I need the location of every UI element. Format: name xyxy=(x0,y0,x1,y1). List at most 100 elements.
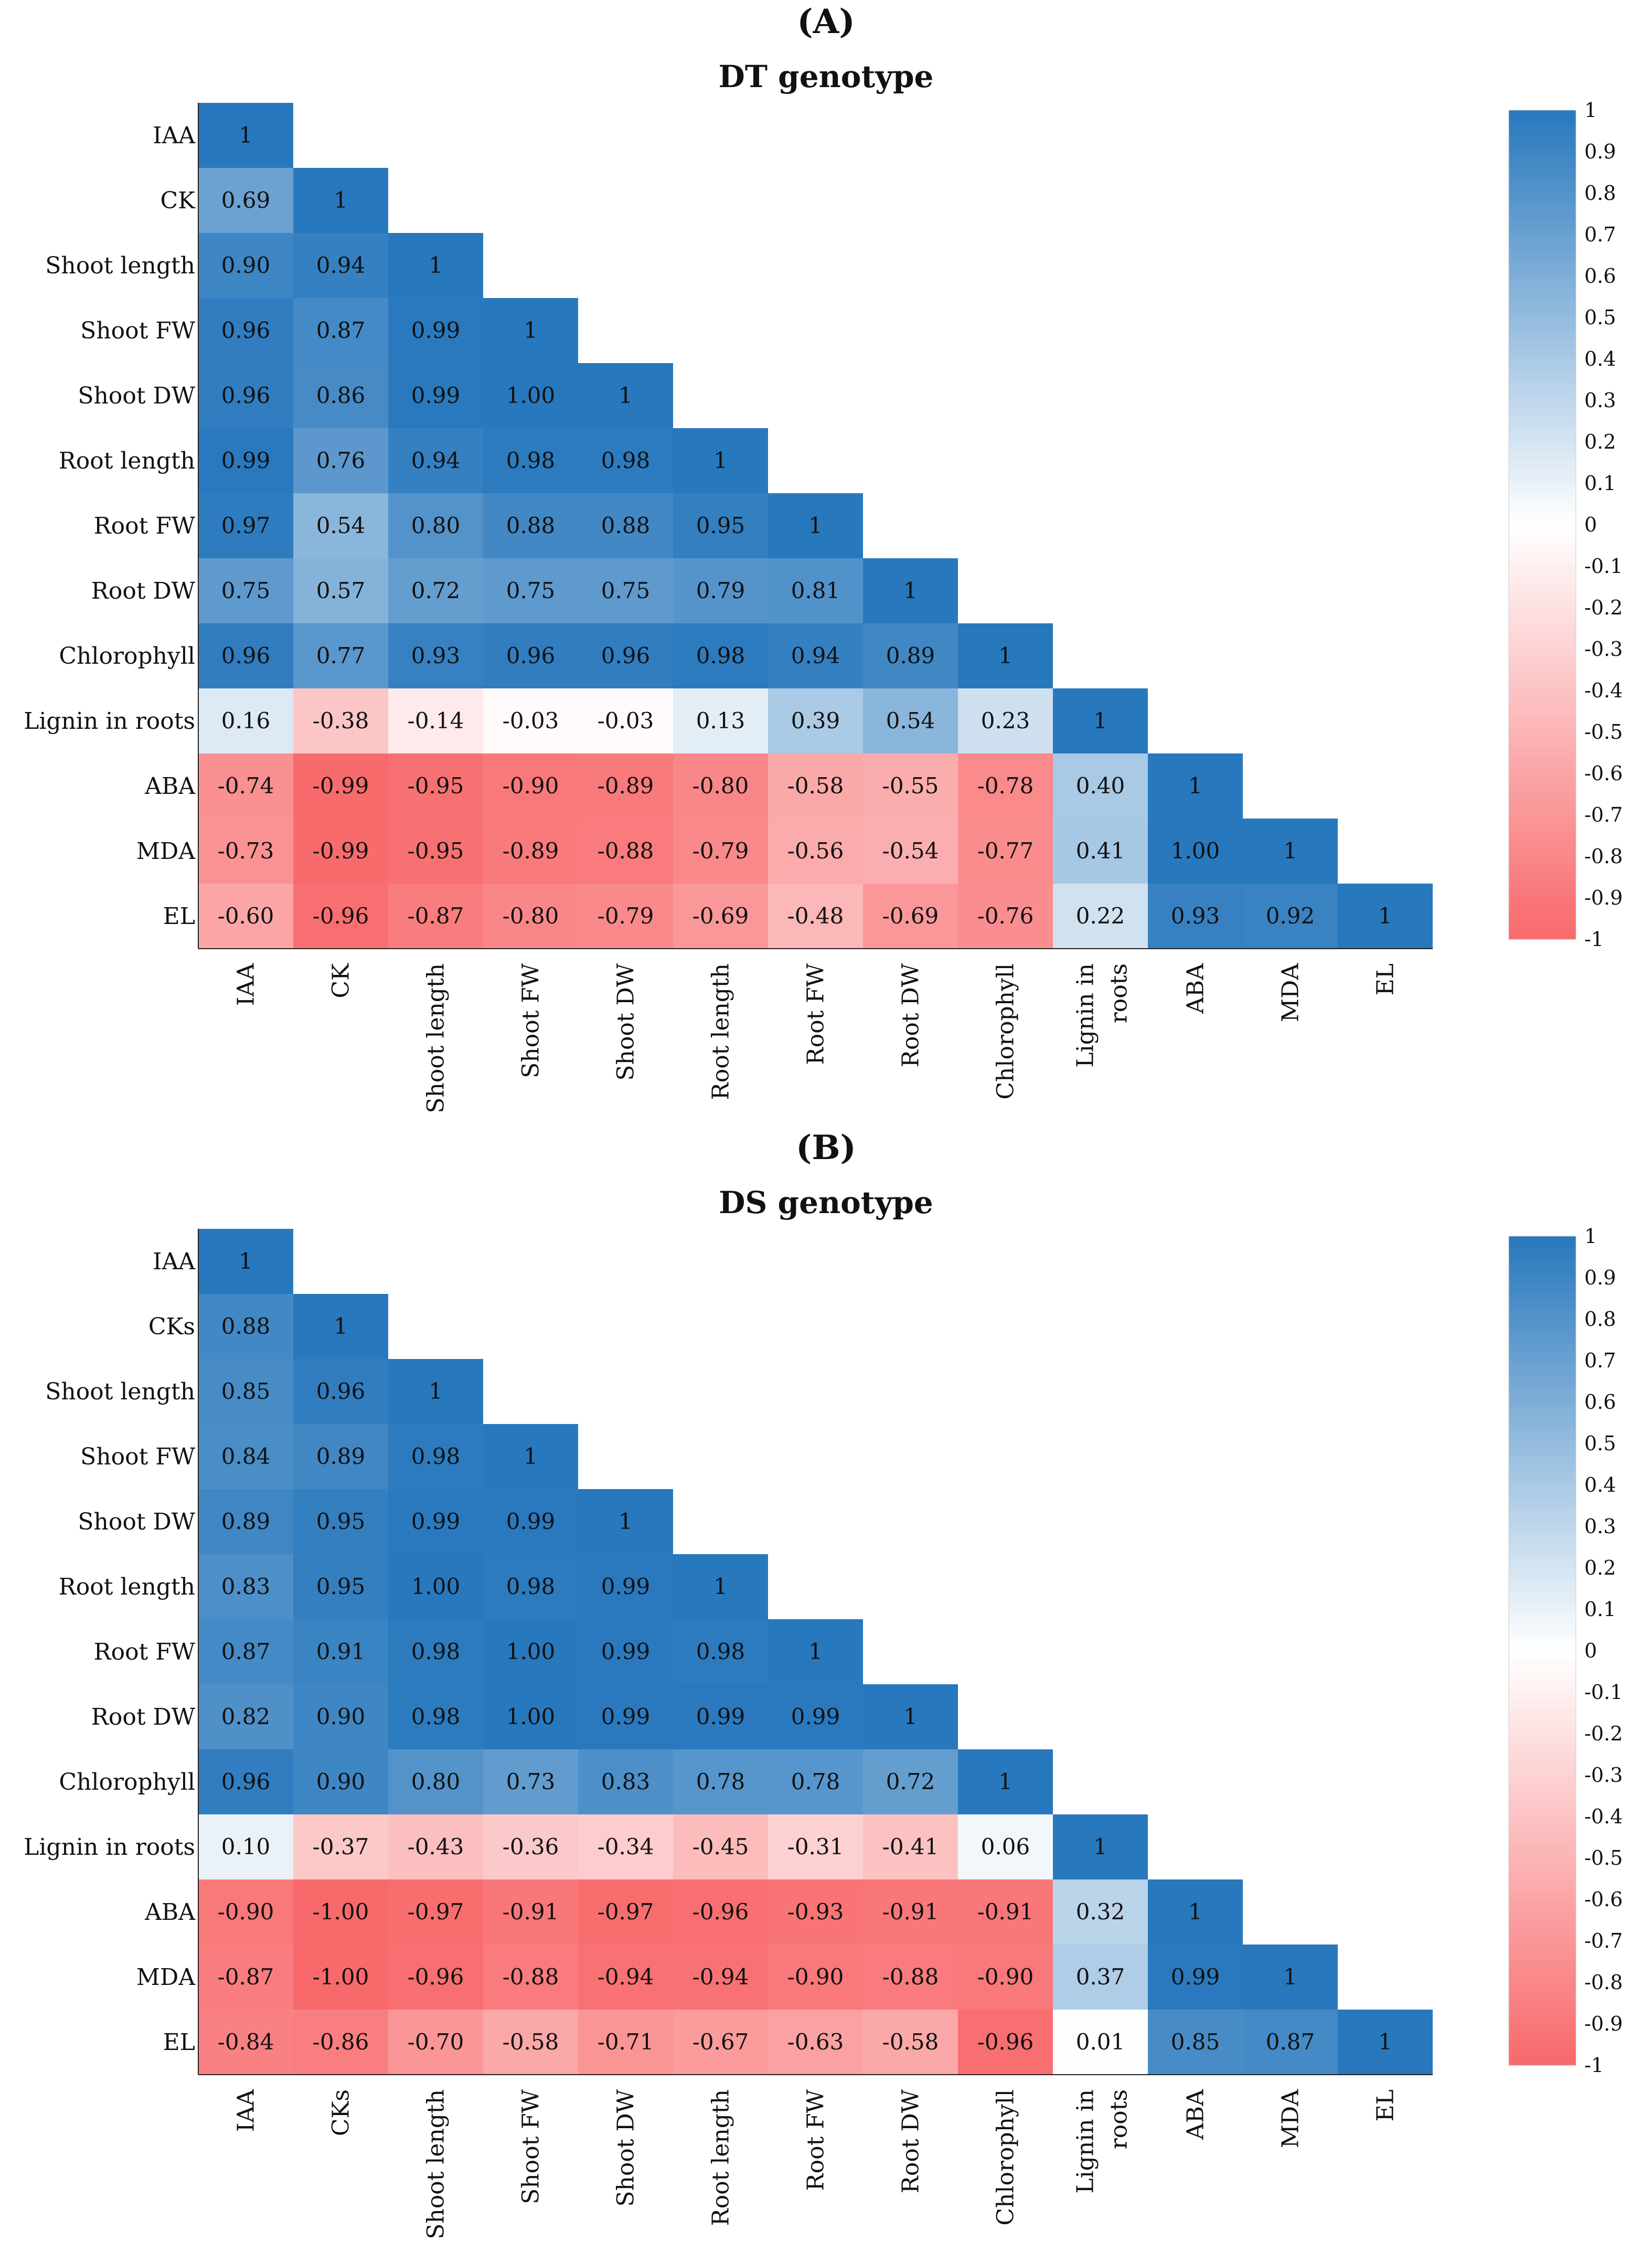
colorbar-tick-label: -0.7 xyxy=(1584,803,1623,826)
cell-value-label: 0.72 xyxy=(886,1769,935,1794)
colorbar-segment xyxy=(1509,1874,1576,1879)
heatmap-cell xyxy=(388,363,483,428)
row-label: Shoot FW xyxy=(80,317,196,344)
cell-value-label: -0.77 xyxy=(977,838,1034,864)
cell-value-label: -0.67 xyxy=(692,2029,749,2055)
colorbar-segment xyxy=(1509,1862,1576,1867)
colorbar-segment xyxy=(1509,1476,1576,1481)
svg-text:Shoot DW: Shoot DW xyxy=(613,963,640,1080)
column-label: CK xyxy=(328,963,355,998)
heatmap-cell xyxy=(483,819,578,884)
heatmap-cell xyxy=(768,558,863,623)
heatmap-cell xyxy=(198,1294,293,1359)
colorbar-segment xyxy=(1509,574,1576,579)
cell-value-label: 0.23 xyxy=(981,708,1030,734)
cell-value-label: 1 xyxy=(1378,2029,1392,2055)
colorbar-segment xyxy=(1509,1978,1576,1983)
heatmap-cell xyxy=(768,1814,863,1879)
cell-value-label: 1.00 xyxy=(506,1639,556,1664)
colorbar-segment xyxy=(1509,1265,1576,1270)
cell-value-label: -0.54 xyxy=(882,838,939,864)
cell-value-label: -1.00 xyxy=(313,1964,369,1990)
colorbar-segment xyxy=(1509,2036,1576,2041)
heatmap-cell xyxy=(388,1619,483,1684)
colorbar-segment xyxy=(1509,1331,1576,1336)
colorbar-segment xyxy=(1509,1680,1576,1684)
colorbar-segment xyxy=(1509,1688,1576,1693)
colorbar-segment xyxy=(1509,1887,1576,1892)
colorbar-tick-label: 0.9 xyxy=(1584,1266,1616,1289)
cell-value-label: -0.34 xyxy=(598,1834,654,1860)
row-label: Chlorophyll xyxy=(59,643,195,670)
cell-value-label: 1 xyxy=(998,643,1012,668)
colorbar-tick-label: -0.8 xyxy=(1584,845,1623,868)
heatmap-cell xyxy=(863,1749,958,1814)
colorbar-segment xyxy=(1509,554,1576,558)
row-label: Shoot DW xyxy=(78,1509,195,1535)
heatmap-cell xyxy=(293,819,388,884)
colorbar-segment xyxy=(1509,2015,1576,2020)
colorbar-tick-label: 0.2 xyxy=(1584,1556,1616,1579)
heatmap-cell xyxy=(198,493,293,558)
cell-value-label: 0.96 xyxy=(221,1769,271,1794)
colorbar-segment xyxy=(1509,458,1576,463)
heatmap-cell xyxy=(483,1554,578,1619)
colorbar-segment xyxy=(1509,873,1576,878)
heatmap-cell xyxy=(958,688,1053,753)
colorbar-segment xyxy=(1509,445,1576,451)
row-label: Root FW xyxy=(93,1639,195,1665)
heatmap-cell xyxy=(768,623,863,688)
cell-value-label: -0.41 xyxy=(882,1834,939,1860)
colorbar-tick-label: 1 xyxy=(1584,99,1597,122)
cell-value-label: 0.88 xyxy=(506,513,556,538)
colorbar-segment xyxy=(1509,1725,1576,1730)
heatmap-cell xyxy=(958,1879,1053,1945)
colorbar-segment xyxy=(1509,1866,1576,1871)
colorbar-segment xyxy=(1509,1522,1576,1527)
colorbar-segment xyxy=(1509,325,1576,331)
colorbar-segment xyxy=(1509,1630,1576,1635)
heatmap-cell xyxy=(388,819,483,884)
colorbar-segment xyxy=(1509,1700,1576,1705)
svg-text:Shoot FW: Shoot FW xyxy=(518,2089,545,2204)
colorbar-segment xyxy=(1509,1580,1576,1585)
colorbar-segment xyxy=(1509,346,1576,351)
colorbar-segment xyxy=(1509,914,1576,919)
cell-value-label: 0.99 xyxy=(221,448,271,473)
heatmap-cell xyxy=(958,819,1053,884)
colorbar-segment xyxy=(1509,433,1576,438)
column-label: EL xyxy=(1372,963,1399,995)
colorbar-segment xyxy=(1509,114,1576,119)
cell-value-label: 0.99 xyxy=(601,1574,651,1599)
cell-value-label: -0.96 xyxy=(977,2029,1034,2055)
colorbar-segment xyxy=(1509,877,1576,882)
heatmap-cell xyxy=(578,819,673,884)
heatmap-cell xyxy=(198,1359,293,1424)
colorbar-segment xyxy=(1509,848,1576,853)
colorbar-segment xyxy=(1509,1783,1576,1788)
colorbar-segment xyxy=(1509,562,1576,567)
cell-value-label: 0.95 xyxy=(316,1574,366,1599)
colorbar-segment xyxy=(1509,1721,1576,1726)
svg-text:EL: EL xyxy=(1372,2089,1399,2121)
colorbar-segment xyxy=(1509,691,1576,695)
colorbar-tick-label: -0.3 xyxy=(1584,638,1623,661)
cell-value-label: -0.87 xyxy=(218,1964,274,1990)
colorbar-segment xyxy=(1509,1754,1576,1759)
cell-value-label: -0.14 xyxy=(408,708,464,734)
colorbar-segment xyxy=(1509,1605,1576,1610)
cell-value-label: 1 xyxy=(334,1313,348,1339)
colorbar-segment xyxy=(1509,1626,1576,1631)
heatmap-cell xyxy=(293,1424,388,1489)
colorbar-segment xyxy=(1509,1278,1576,1282)
heatmap-cell xyxy=(388,558,483,623)
colorbar-segment xyxy=(1509,1609,1576,1614)
heatmap-cell xyxy=(198,1424,293,1489)
colorbar-segment xyxy=(1509,1281,1576,1287)
cell-value-label: -0.80 xyxy=(503,903,559,929)
colorbar-segment xyxy=(1509,1787,1576,1792)
colorbar-segment xyxy=(1509,139,1576,144)
colorbar-segment xyxy=(1509,1970,1576,1974)
heatmap-cell xyxy=(673,819,768,884)
colorbar-segment xyxy=(1509,537,1576,542)
